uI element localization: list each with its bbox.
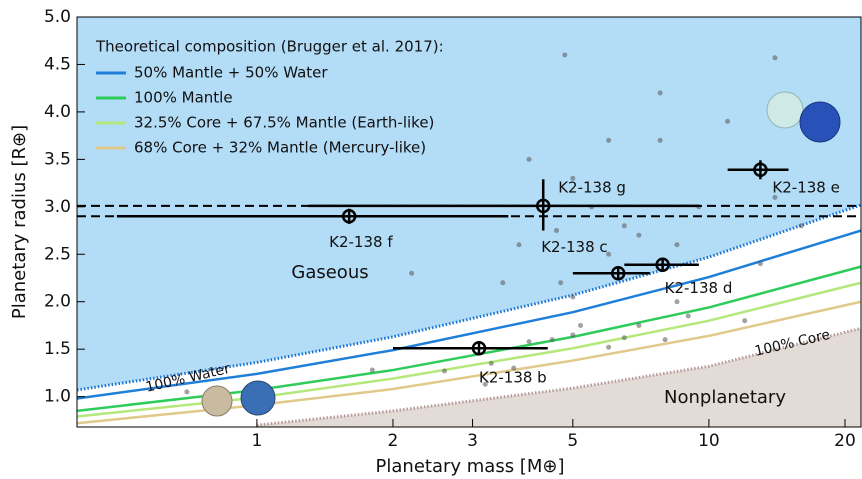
neptune-icon — [799, 101, 841, 143]
y-axis-label: Planetary radius [R⊕] — [9, 125, 30, 319]
composition-line — [77, 229, 862, 400]
k2-138-planet — [610, 266, 626, 281]
x-tick-label: 20 — [834, 431, 856, 451]
known-planet — [558, 280, 564, 286]
known-planet — [570, 294, 576, 300]
planet-label: K2-138 c — [541, 238, 607, 256]
x-tick-label: 10 — [698, 431, 720, 451]
known-planet — [562, 52, 568, 58]
known-planet — [742, 318, 748, 324]
k2-138-planet — [535, 198, 551, 214]
known-planet — [606, 344, 612, 350]
known-planet — [570, 332, 576, 338]
known-planet — [621, 335, 627, 341]
x-tick-label: 1 — [251, 431, 262, 451]
k2-138-planet — [655, 257, 670, 272]
known-planet — [409, 270, 415, 276]
planet-label: K2-138 d — [665, 279, 733, 297]
x-axis-label: Planetary mass [M⊕] — [376, 456, 565, 477]
known-planet — [772, 55, 778, 61]
legend-label: 100% Mantle — [134, 89, 233, 107]
known-planet — [549, 337, 555, 343]
legend-label: 50% Mantle + 50% Water — [134, 64, 328, 82]
known-planet — [657, 137, 663, 143]
known-planet — [606, 137, 612, 143]
uranus-icon — [766, 91, 804, 129]
plot-frame — [76, 16, 862, 428]
y-tick-label: 1.0 — [44, 387, 71, 407]
nonplanetary-region — [256, 328, 861, 427]
known-planet — [798, 223, 804, 229]
known-planet — [757, 261, 763, 267]
x-tick-label: 5 — [567, 431, 578, 451]
known-planet — [511, 365, 517, 371]
y-tick-label: 2.5 — [44, 244, 71, 264]
x-tick-label: 3 — [467, 431, 478, 451]
legend-label: 68% Core + 32% Mantle (Mercury-like) — [134, 139, 426, 157]
planet-icons — [201, 91, 841, 417]
known-planet — [674, 299, 680, 305]
planet-label: K2-138 e — [772, 178, 839, 196]
mercury-icon — [201, 385, 233, 417]
known-planet — [578, 322, 584, 328]
known-planet — [500, 280, 506, 286]
known-planet — [553, 228, 559, 234]
y-tick-label: 2.0 — [44, 292, 71, 312]
known-planet — [685, 313, 691, 319]
y-tick-label: 3.5 — [44, 149, 71, 169]
known-planet — [606, 251, 612, 257]
region-label: Gaseous — [291, 262, 368, 283]
y-tick-label: 4.0 — [44, 102, 71, 122]
known-planet — [488, 360, 494, 366]
y-tick-label: 3.0 — [44, 197, 71, 217]
known-planet — [516, 242, 522, 248]
water-boundary — [77, 203, 862, 392]
known-planet — [636, 322, 642, 328]
planet-label: K2-138 g — [558, 178, 626, 196]
k2-138-planet — [753, 162, 768, 178]
y-tick-label: 1.5 — [44, 339, 71, 359]
legend-title: Theoretical composition (Brugger et al. … — [95, 38, 444, 56]
known-planet — [657, 90, 663, 96]
known-planet — [526, 156, 532, 162]
points — [77, 52, 861, 395]
k2-138-planet — [341, 209, 357, 224]
legend-label: 32.5% Core + 67.5% Mantle (Earth-like) — [134, 114, 434, 132]
earth-icon — [240, 380, 276, 416]
core-boundary — [256, 326, 862, 427]
known-planet — [441, 368, 447, 374]
x-tick-label: 2 — [388, 431, 399, 451]
known-planet — [662, 337, 668, 343]
known-planet — [526, 339, 532, 345]
known-planet — [772, 194, 778, 200]
y-tick-label: 4.5 — [44, 54, 71, 74]
planet-label: K2-138 f — [329, 233, 393, 251]
known-planet — [184, 389, 190, 395]
y-tick-label: 5.0 — [44, 7, 71, 27]
known-planet — [369, 367, 375, 373]
planet-label: K2-138 b — [479, 369, 547, 387]
k2-138-planet — [471, 340, 487, 356]
foreground: 1 2 3 5 10 20 1.0 1.5 2.0 2.5 3.0 3.5 4.0 4.5 5.0 50% M… — [44, 7, 856, 451]
known-planet — [636, 232, 642, 238]
known-planet — [621, 223, 627, 229]
known-planet — [570, 175, 576, 181]
known-planet — [482, 381, 488, 387]
known-planet — [674, 242, 680, 248]
known-planet — [725, 118, 731, 124]
region-label: Nonplanetary — [664, 387, 786, 408]
